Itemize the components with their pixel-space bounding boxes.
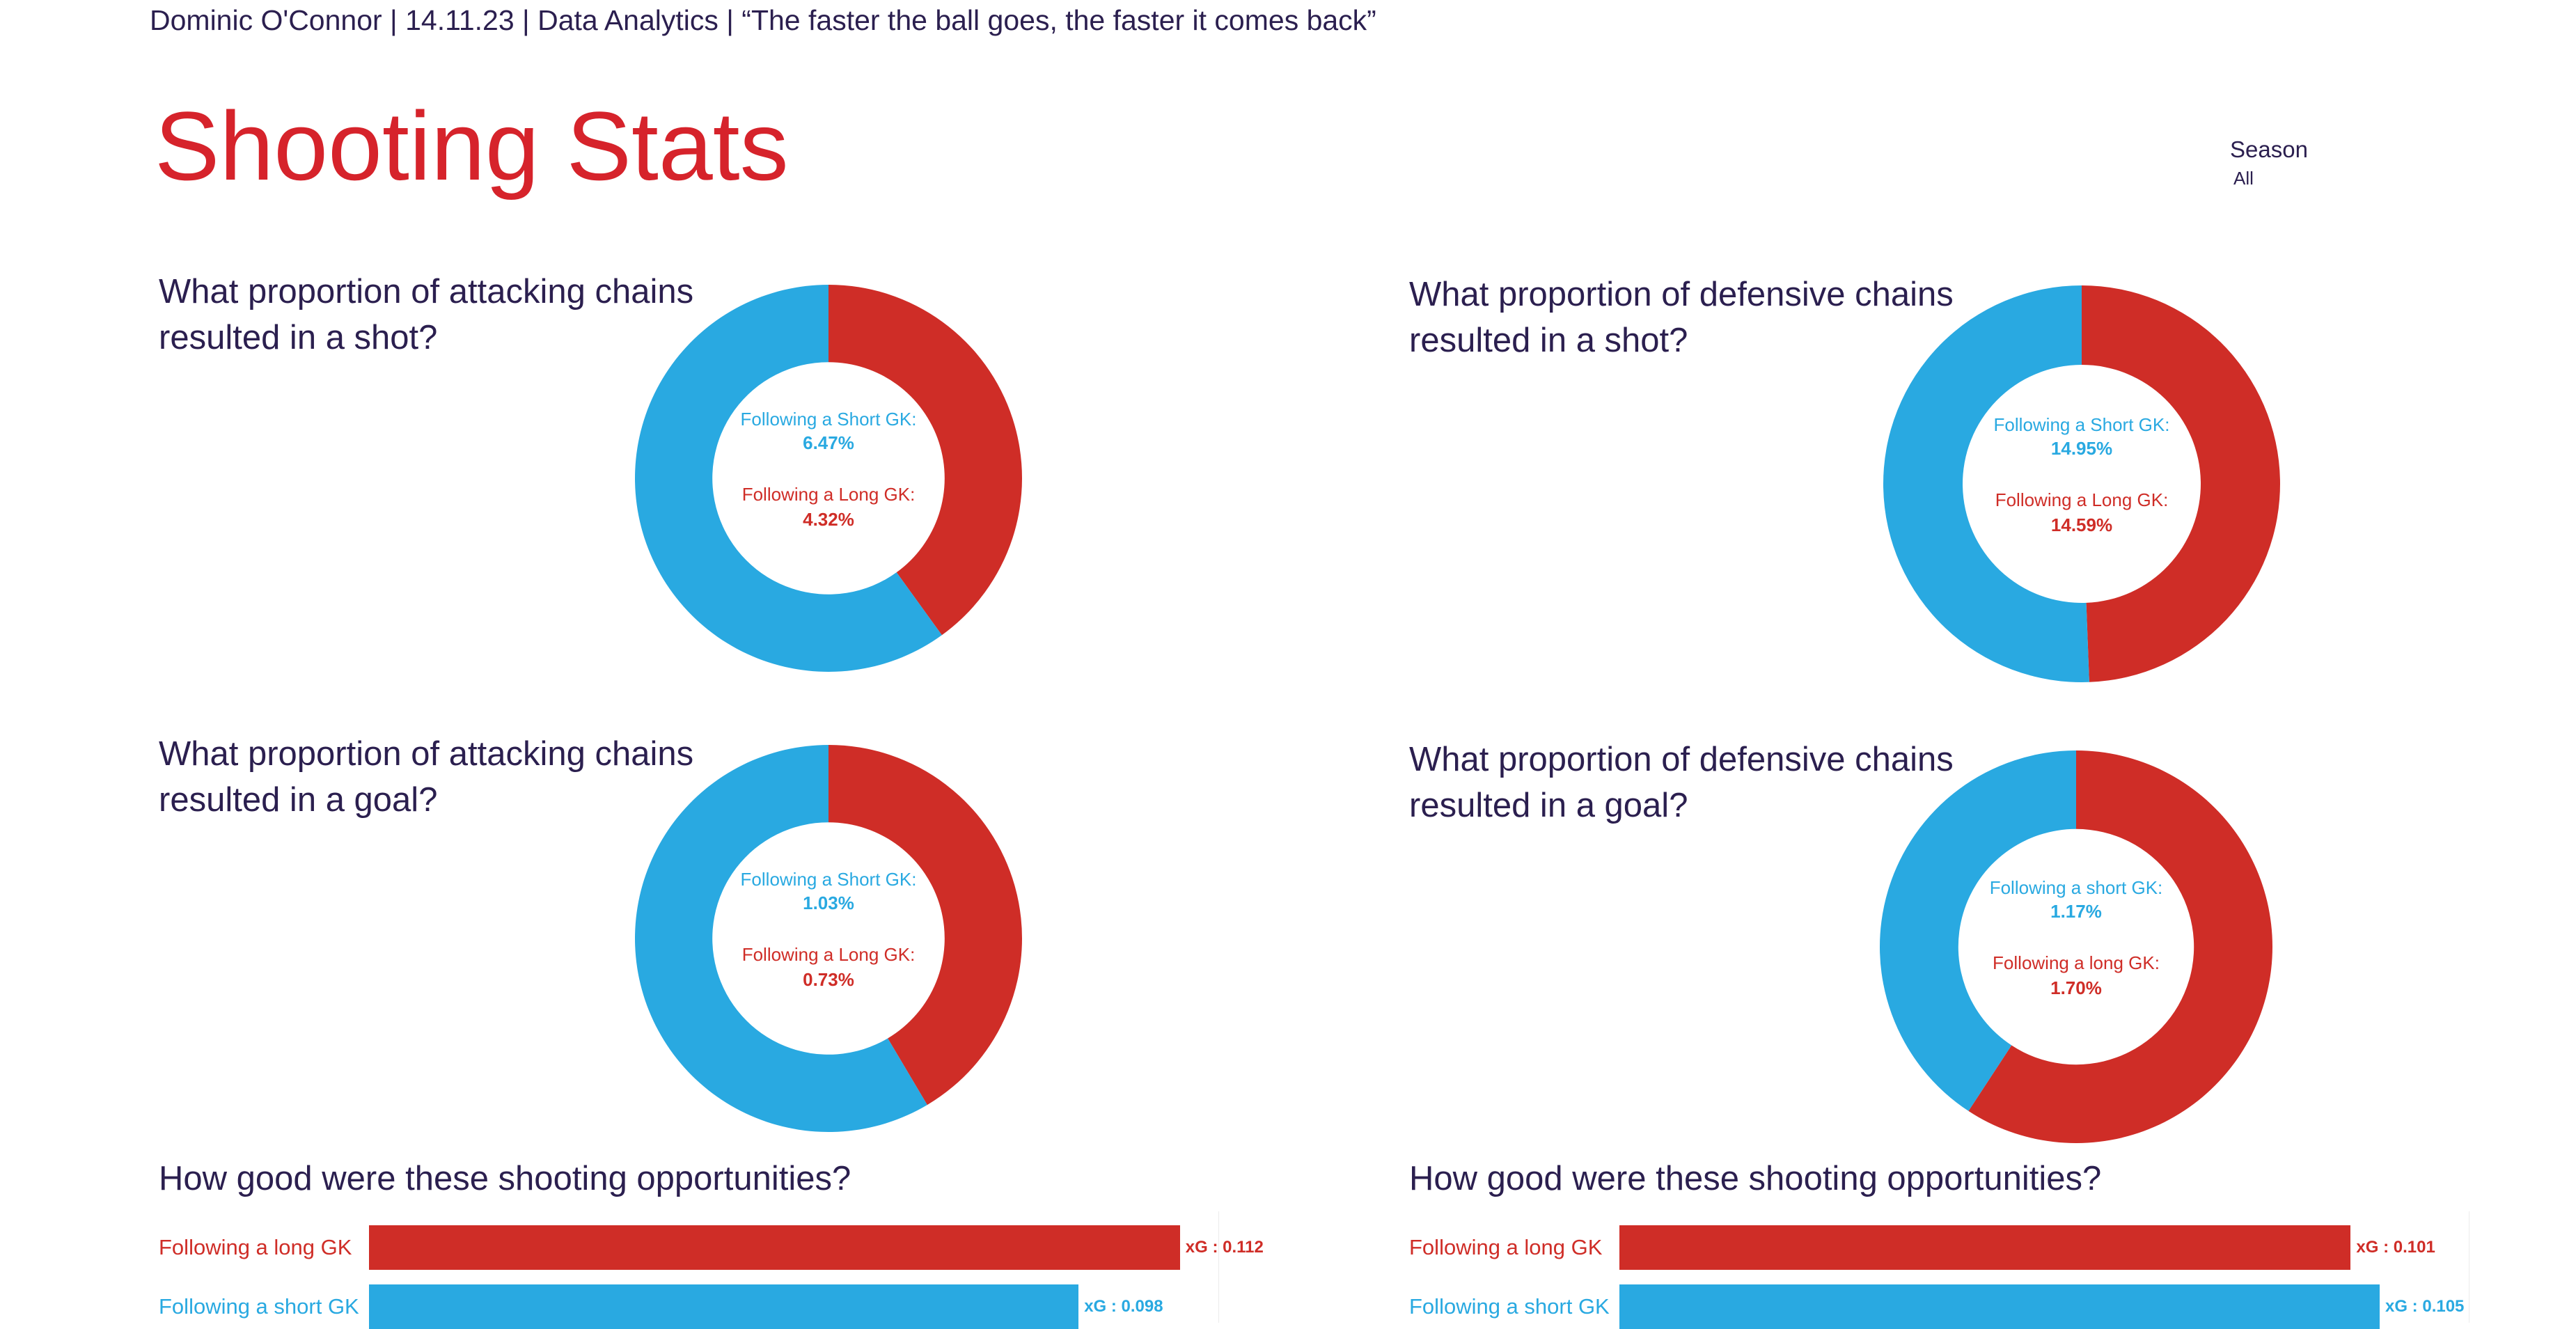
xg-value-label: xG : 0.112 [1185, 1238, 1264, 1257]
short-gk-slice[interactable] [1880, 750, 2076, 1111]
question-line: resulted in a goal? [1409, 787, 1688, 824]
xg-category-label: Following a long GK [159, 1235, 352, 1259]
short-gk-label: Following a short GK: [1990, 877, 2163, 898]
xg-value-label: xG : 0.105 [2385, 1297, 2465, 1316]
long-gk-value: 14.59% [2051, 514, 2112, 535]
page-title: Shooting Stats [155, 91, 789, 200]
attacking-goal-question: What proportion of attacking chains resu… [159, 731, 693, 823]
long-gk-label: Following a Long GK: [742, 484, 916, 505]
long-gk-label: Following a Long GK: [1995, 489, 2169, 510]
xg-bar[interactable] [369, 1284, 1079, 1329]
short-gk-value: 14.95% [2051, 438, 2112, 459]
short-gk-slice[interactable] [1883, 285, 2089, 683]
question-line: resulted in a shot? [1409, 322, 1688, 359]
xg-bar[interactable] [369, 1225, 1180, 1270]
xg-value-label: xG : 0.101 [2356, 1238, 2435, 1257]
header-line: Dominic O'Connor | 14.11.23 | Data Analy… [150, 4, 1376, 36]
long-gk-slice[interactable] [2082, 285, 2280, 682]
short-gk-value: 6.47% [803, 432, 854, 453]
long-gk-slice[interactable] [828, 285, 1022, 636]
xg-category-label: Following a short GK [159, 1294, 359, 1319]
attacking-xg-question: How good were these shooting opportuniti… [159, 1160, 851, 1197]
question-line: What proportion of attacking chains [159, 273, 694, 310]
xg-bar[interactable] [1619, 1284, 2380, 1329]
short-gk-label: Following a Short GK: [1994, 414, 2170, 435]
long-gk-slice[interactable] [828, 745, 1022, 1106]
long-gk-value: 1.70% [2050, 977, 2102, 998]
long-gk-label: Following a Long GK: [742, 944, 916, 965]
long-gk-value: 0.73% [803, 969, 854, 990]
xg-category-label: Following a short GK [1409, 1294, 1610, 1319]
long-gk-value: 4.32% [803, 509, 854, 530]
short-gk-label: Following a Short GK: [741, 409, 917, 430]
attacking-goal-donut: Following a Short GK:1.03% Following a Lo… [635, 745, 1022, 1132]
defensive-goal-donut: Following a short GK: 1.17% Following a lo… [1880, 750, 2272, 1143]
question-line: What proportion of defensive chains [1409, 741, 1954, 778]
xg-value-label: xG : 0.098 [1084, 1297, 1163, 1316]
xg-gridline [1218, 1211, 1219, 1323]
long-gk-label: Following a long GK: [1993, 952, 2160, 973]
defensive-shot-donut: Following a Short GK: 14.95% Following a L… [1883, 285, 2280, 683]
question-line: What proportion of attacking chains [159, 735, 694, 773]
season-filter-label: Season [2230, 136, 2308, 162]
defensive-goal-question: What proportion of defensive chains resu… [1409, 737, 1954, 828]
defensive-shot-question: What proportion of defensive chains resu… [1409, 272, 1954, 363]
attacking-shot-question: What proportion of attacking chains resu… [159, 269, 693, 361]
short-gk-label: Following a Short GK: [741, 869, 917, 890]
xg-category-label: Following a long GK [1409, 1235, 1603, 1259]
question-line: resulted in a goal? [159, 781, 438, 819]
question-line: What proportion of defensive chains [1409, 276, 1954, 313]
short-gk-value: 1.03% [803, 892, 854, 913]
question-line: resulted in a shot? [159, 319, 438, 356]
defensive-xg-question: How good were these shooting opportuniti… [1409, 1160, 2102, 1197]
long-gk-slice[interactable] [1968, 750, 2272, 1143]
attacking-shot-donut: Following a Short GK:6.47% Following a Lo… [635, 285, 1022, 672]
short-gk-slice[interactable] [635, 285, 942, 672]
short-gk-slice[interactable] [635, 745, 927, 1132]
xg-bar[interactable] [1619, 1225, 2351, 1270]
short-gk-value: 1.17% [2050, 901, 2102, 922]
season-filter-value[interactable]: All [2233, 168, 2254, 189]
